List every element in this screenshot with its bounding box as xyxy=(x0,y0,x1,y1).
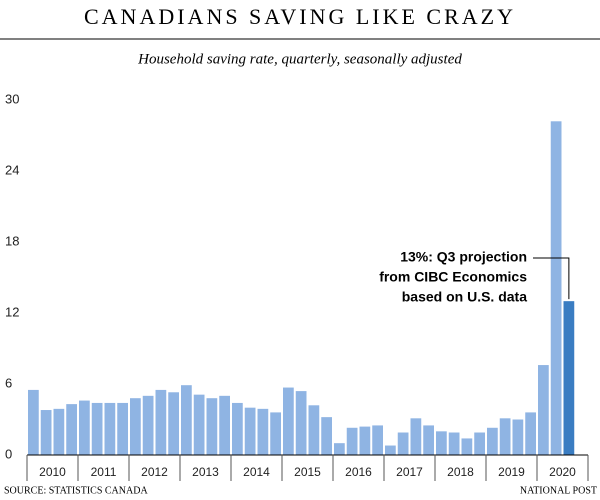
bar xyxy=(142,395,154,455)
y-tick-label: 6 xyxy=(5,375,12,390)
bar xyxy=(40,410,52,455)
bar xyxy=(155,389,167,455)
y-tick-label: 12 xyxy=(5,304,19,319)
bar xyxy=(117,402,128,455)
y-tick-label: 18 xyxy=(5,233,19,248)
bar xyxy=(283,387,294,455)
x-tick-label: 2015 xyxy=(294,465,321,479)
y-tick-label: 24 xyxy=(5,162,19,177)
source: SOURCE: STATISTICS CANADA xyxy=(4,485,148,496)
credit: NATIONAL POST xyxy=(520,485,597,496)
subtitle: Household saving rate, quarterly, season… xyxy=(137,51,462,67)
bar xyxy=(232,402,243,455)
bar xyxy=(474,432,485,455)
annotation: based on U.S. data xyxy=(402,289,527,305)
x-tick-label: 2012 xyxy=(141,465,168,479)
y-tick-label: 30 xyxy=(5,91,19,106)
bar xyxy=(28,389,39,455)
bar xyxy=(321,417,332,455)
bar xyxy=(206,398,218,455)
bar xyxy=(563,301,575,455)
bar xyxy=(436,431,447,455)
x-tick-label: 2017 xyxy=(396,465,423,479)
bar xyxy=(193,394,205,455)
annotation: 13%: Q3 projection xyxy=(400,249,527,265)
bar xyxy=(66,404,77,455)
bar xyxy=(448,432,460,455)
bar xyxy=(257,408,269,455)
x-tick-label: 2018 xyxy=(447,465,474,479)
annotation-leader xyxy=(533,257,570,300)
x-tick-label: 2019 xyxy=(498,465,525,479)
bar xyxy=(168,392,179,455)
bar xyxy=(499,418,511,455)
bar xyxy=(244,407,256,455)
bar xyxy=(270,412,281,455)
bar xyxy=(295,391,307,455)
bar xyxy=(385,445,396,455)
bar xyxy=(538,365,549,455)
bar xyxy=(91,402,103,455)
bar xyxy=(512,419,524,455)
x-tick-label: 2010 xyxy=(39,465,66,479)
bar xyxy=(397,432,409,455)
bar xyxy=(130,398,141,455)
bar xyxy=(219,395,230,455)
bar xyxy=(423,425,434,455)
bar xyxy=(461,438,473,455)
annotation: from CIBC Economics xyxy=(379,269,527,285)
bar xyxy=(308,405,320,455)
bar xyxy=(525,412,536,455)
x-tick-label: 2016 xyxy=(345,465,372,479)
x-tick-label: 2013 xyxy=(192,465,219,479)
x-tick-label: 2020 xyxy=(549,465,576,479)
bar xyxy=(181,385,192,455)
bar xyxy=(104,402,116,455)
bar xyxy=(79,400,90,455)
y-tick-label: 0 xyxy=(5,446,12,461)
x-tick-label: 2014 xyxy=(243,465,270,479)
bar xyxy=(550,121,562,456)
bar xyxy=(372,425,383,455)
bar xyxy=(334,443,345,455)
bar xyxy=(359,426,371,455)
bar xyxy=(410,418,422,455)
bar xyxy=(53,408,65,455)
x-tick-label: 2011 xyxy=(91,465,117,479)
bar xyxy=(487,427,498,455)
bar xyxy=(346,427,358,455)
chart-title: CANADIANS SAVING LIKE CRAZY xyxy=(84,4,516,29)
